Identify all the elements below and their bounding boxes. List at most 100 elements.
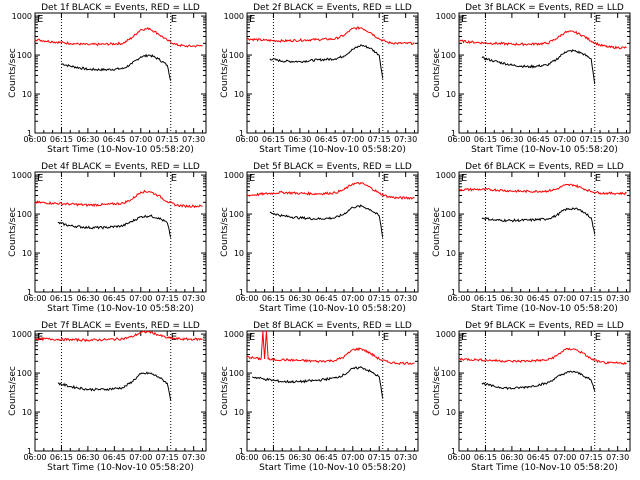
x-tick-label: 06:45: [527, 294, 550, 303]
x-tick-label: 06:00: [235, 453, 258, 462]
y-tick-label: 100: [17, 369, 32, 378]
y-tick-label: 10: [446, 90, 456, 99]
interval-marker-label: E: [383, 14, 389, 25]
x-tick-label: 07:15: [580, 135, 603, 144]
y-axis-label: Counts/sec: [8, 207, 18, 257]
y-tick-label: 100: [441, 51, 456, 60]
y-axis-label: Counts/sec: [432, 207, 442, 257]
x-tick-label: 06:00: [235, 294, 258, 303]
y-tick-label: 1: [27, 447, 32, 456]
y-axis-label: Counts/sec: [432, 366, 442, 416]
x-axis-label: Start Time (10-Nov-10 05:58:20): [471, 463, 618, 473]
panel-8: Det 8f BLACK = Events, RED = LLD 1 10 100 10…: [220, 321, 419, 473]
x-tick-label: 06:45: [315, 135, 338, 144]
panel-5: Det 5f BLACK = Events, RED = LLD 1 10 100 10…: [220, 162, 419, 314]
x-tick-label: 06:00: [23, 453, 46, 462]
x-tick-label: 07:30: [394, 294, 417, 303]
panel-4: Det 4f BLACK = Events, RED = LLD 1 10 100 10…: [8, 162, 207, 314]
series-line-lld: [458, 347, 627, 365]
y-axis-label: Counts/sec: [220, 207, 230, 257]
y-tick-label: 10: [234, 408, 244, 417]
x-tick-label: 06:00: [447, 294, 470, 303]
x-tick-label: 06:45: [315, 294, 338, 303]
panel-1: Det 1f BLACK = Events, RED = LLD 1 10 100 10…: [8, 3, 207, 155]
series-line-events: [269, 44, 384, 79]
x-tick-label: 06:00: [447, 453, 470, 462]
x-tick-label: 06:45: [527, 135, 550, 144]
y-axis-label: Counts/sec: [432, 48, 442, 98]
x-tick-label: 06:00: [23, 294, 46, 303]
y-tick-label: 100: [229, 369, 244, 378]
x-tick-label: 06:30: [500, 135, 523, 144]
y-axis-label: Counts/sec: [8, 366, 18, 416]
x-axis-label: Start Time (10-Nov-10 05:58:20): [471, 304, 618, 314]
x-tick-label: 07:00: [553, 453, 576, 462]
series-line-lld: [246, 26, 415, 46]
y-tick-label: 1: [451, 447, 456, 456]
x-tick-label: 06:15: [474, 453, 497, 462]
y-tick-label: 10: [446, 408, 456, 417]
panel-2: Det 2f BLACK = Events, RED = LLD 1 10 100 10…: [220, 3, 419, 155]
plot-frame: [458, 330, 631, 452]
x-axis-label: Start Time (10-Nov-10 05:58:20): [259, 145, 406, 155]
x-tick-label: 07:00: [553, 294, 576, 303]
y-tick-label: 1000: [12, 171, 32, 180]
x-tick-label: 06:30: [76, 135, 99, 144]
x-tick-label: 06:15: [50, 453, 73, 462]
x-tick-label: 07:00: [341, 453, 364, 462]
y-tick-label: 1: [239, 129, 244, 138]
interval-marker-label: E: [461, 14, 467, 25]
panel-title: Det 6f BLACK = Events, RED = LLD: [465, 162, 624, 172]
series-line-events: [481, 370, 596, 391]
series-line-lld: [458, 183, 627, 196]
panel-title: Det 2f BLACK = Events, RED = LLD: [253, 3, 412, 13]
x-tick-label: 06:00: [447, 135, 470, 144]
y-tick-label: 100: [441, 369, 456, 378]
x-tick-label: 06:00: [235, 135, 258, 144]
series-line-events: [481, 49, 596, 85]
x-tick-label: 07:00: [129, 135, 152, 144]
interval-marker-label: E: [171, 332, 177, 343]
series-line-lld: [34, 26, 203, 48]
x-tick-label: 06:15: [50, 294, 73, 303]
x-tick-label: 06:15: [262, 294, 285, 303]
interval-marker-label: E: [595, 332, 601, 343]
x-tick-label: 06:30: [500, 294, 523, 303]
y-tick-label: 10: [446, 249, 456, 258]
series-line-lld: [34, 330, 203, 343]
y-tick-label: 1000: [436, 330, 456, 339]
x-tick-label: 06:30: [76, 453, 99, 462]
interval-marker-label: E: [37, 14, 43, 25]
interval-marker-label: E: [461, 173, 467, 184]
plot-frame: [246, 330, 419, 452]
y-tick-label: 1000: [12, 330, 32, 339]
panel-title: Det 8f BLACK = Events, RED = LLD: [253, 321, 412, 331]
series-line-lld: [246, 330, 415, 365]
x-tick-label: 07:30: [182, 453, 205, 462]
y-tick-label: 1000: [224, 12, 244, 21]
y-tick-label: 1: [451, 288, 456, 297]
x-tick-label: 06:45: [315, 453, 338, 462]
interval-marker-label: E: [171, 14, 177, 25]
x-tick-label: 06:30: [288, 135, 311, 144]
x-axis-label: Start Time (10-Nov-10 05:58:20): [47, 463, 194, 473]
plot-frame: [246, 171, 419, 293]
y-tick-label: 100: [229, 210, 244, 219]
x-tick-label: 06:15: [474, 294, 497, 303]
x-axis-label: Start Time (10-Nov-10 05:58:20): [47, 304, 194, 314]
panel-title: Det 1f BLACK = Events, RED = LLD: [41, 3, 200, 13]
y-tick-label: 1000: [12, 12, 32, 21]
panel-title: Det 5f BLACK = Events, RED = LLD: [253, 162, 412, 172]
interval-marker-label: E: [595, 14, 601, 25]
panel-title: Det 3f BLACK = Events, RED = LLD: [465, 3, 624, 13]
x-tick-label: 07:00: [553, 135, 576, 144]
y-tick-label: 1000: [436, 171, 456, 180]
plot-frame: [34, 171, 207, 293]
x-tick-label: 07:30: [182, 294, 205, 303]
series-line-lld: [458, 30, 627, 50]
x-tick-label: 06:00: [23, 135, 46, 144]
x-tick-label: 07:15: [368, 135, 391, 144]
y-tick-label: 1000: [224, 330, 244, 339]
x-axis-label: Start Time (10-Nov-10 05:58:20): [259, 463, 406, 473]
